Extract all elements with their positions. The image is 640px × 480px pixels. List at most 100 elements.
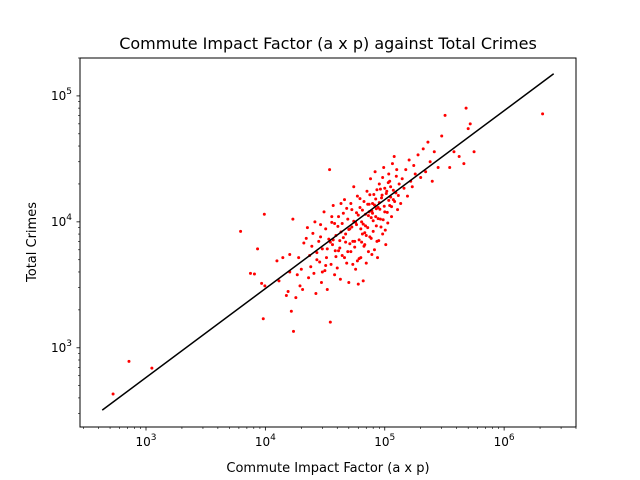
data-point-101	[371, 229, 375, 233]
data-point-130	[399, 201, 403, 205]
data-point-196	[330, 215, 334, 219]
data-point-146	[430, 179, 434, 183]
data-point-187	[376, 217, 380, 221]
plot-frame	[79, 57, 577, 428]
data-point-185	[369, 236, 373, 240]
data-point-21	[294, 296, 298, 300]
x-axis-ticks: 103 104 105 106	[83, 427, 577, 449]
data-point-10	[263, 284, 267, 288]
data-point-178	[347, 227, 351, 231]
data-point-81	[356, 282, 360, 286]
data-point-139	[413, 172, 417, 176]
data-point-124	[390, 162, 394, 166]
data-point-112	[378, 217, 382, 221]
data-point-193	[396, 193, 400, 197]
data-point-1	[127, 359, 131, 363]
data-point-117	[384, 243, 388, 247]
data-point-56	[333, 273, 337, 277]
data-point-2	[150, 366, 154, 370]
data-point-172	[391, 188, 395, 192]
data-point-78	[354, 267, 358, 271]
data-point-5	[252, 272, 256, 276]
data-point-91	[364, 261, 368, 265]
fit-line	[101, 73, 555, 411]
data-point-61	[337, 215, 341, 219]
data-point-116	[383, 210, 387, 214]
data-point-189	[382, 204, 386, 208]
x-tick-label: 105	[374, 433, 395, 449]
data-point-47	[324, 256, 328, 260]
data-point-175	[337, 249, 341, 253]
data-point-99	[370, 253, 374, 257]
data-point-203	[358, 197, 362, 201]
data-point-69	[345, 261, 349, 265]
y-tick-label: 103	[51, 339, 72, 355]
data-point-204	[361, 222, 365, 226]
data-point-157	[468, 122, 472, 126]
data-point-92	[365, 189, 369, 193]
data-point-226	[360, 208, 364, 212]
data-point-183	[363, 231, 367, 235]
data-point-118	[385, 189, 389, 193]
data-point-177	[345, 206, 349, 210]
data-point-182	[360, 240, 364, 244]
data-point-225	[356, 213, 360, 217]
data-point-208	[375, 239, 379, 243]
data-point-79	[355, 223, 359, 227]
data-point-114	[381, 232, 385, 236]
data-point-169	[381, 176, 385, 179]
data-point-202	[355, 259, 359, 263]
fit-line-group	[101, 73, 555, 411]
data-point-132	[402, 186, 406, 190]
data-point-7	[260, 281, 264, 285]
data-point-52	[329, 262, 333, 266]
data-point-150	[443, 113, 447, 117]
data-point-67	[342, 198, 346, 202]
data-point-71	[347, 280, 351, 284]
data-point-68	[344, 240, 348, 244]
data-point-54	[331, 243, 334, 247]
data-point-152	[452, 150, 456, 154]
data-point-222	[346, 250, 350, 254]
data-point-135	[407, 158, 411, 162]
data-point-74	[350, 208, 354, 212]
data-point-234	[387, 198, 391, 202]
data-point-142	[421, 147, 425, 151]
data-point-215	[315, 258, 319, 262]
data-point-107	[375, 188, 379, 192]
data-point-197	[334, 255, 338, 259]
data-point-233	[383, 186, 387, 190]
x-tick-label: 104	[255, 433, 276, 449]
data-point-211	[383, 228, 387, 232]
data-point-138	[412, 164, 416, 168]
data-point-134	[405, 194, 409, 198]
data-point-217	[324, 264, 328, 268]
data-point-176	[340, 222, 344, 226]
data-point-24	[298, 284, 302, 288]
data-point-111	[377, 182, 381, 186]
data-point-83	[358, 206, 362, 209]
data-point-151	[448, 166, 452, 170]
data-point-82	[357, 238, 361, 242]
data-point-57	[333, 249, 337, 253]
data-points	[111, 106, 545, 396]
data-point-59	[335, 266, 339, 270]
data-point-126	[392, 155, 396, 159]
data-point-94	[366, 250, 370, 254]
data-point-37	[314, 291, 318, 295]
data-point-206	[368, 193, 372, 197]
data-point-102	[372, 192, 376, 196]
data-point-14	[284, 294, 288, 298]
data-point-38	[315, 251, 319, 255]
data-point-120	[387, 172, 391, 176]
data-point-42	[319, 280, 323, 284]
data-point-133	[404, 168, 408, 172]
data-point-41	[319, 223, 323, 227]
data-point-20	[291, 329, 295, 333]
y-tick-label: 104	[51, 213, 72, 229]
y-tick-label: 105	[51, 87, 72, 103]
data-point-147	[432, 150, 436, 154]
data-point-209	[378, 187, 382, 191]
data-point-119	[386, 221, 390, 225]
